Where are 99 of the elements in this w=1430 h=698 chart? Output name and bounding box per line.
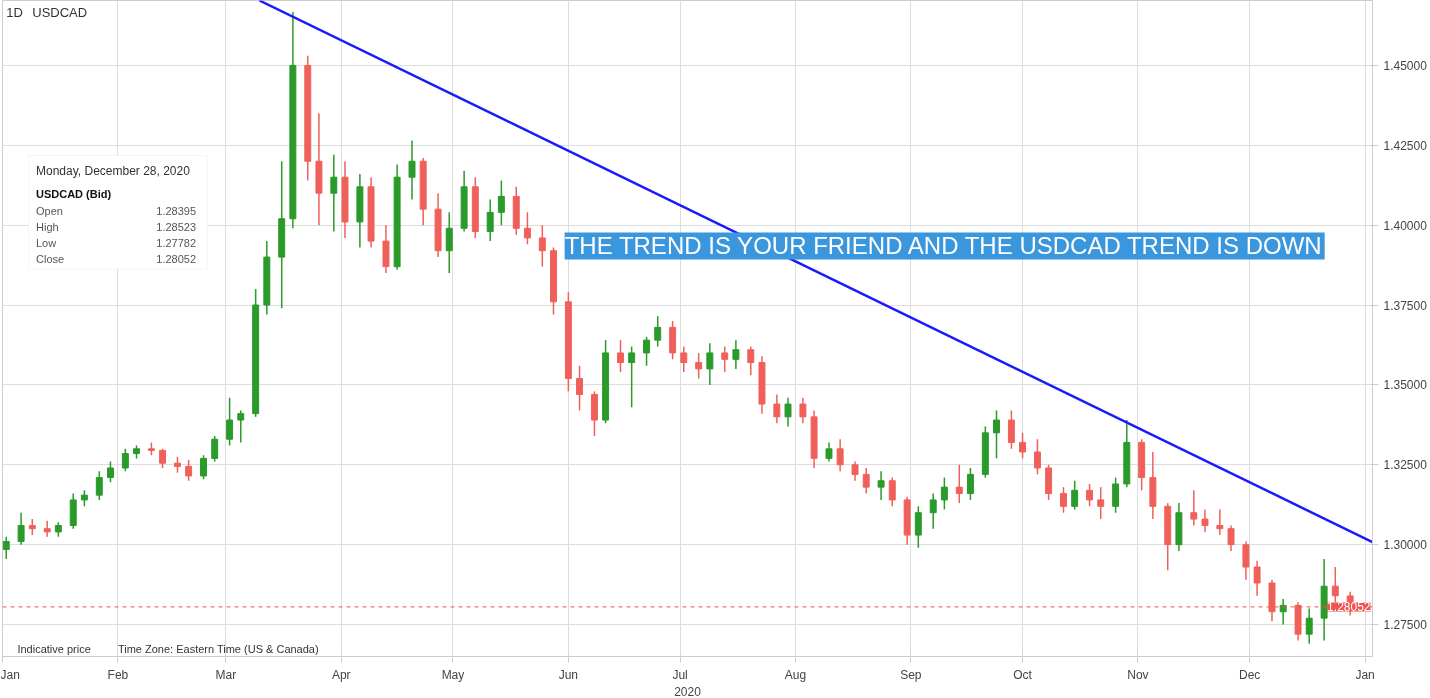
candlestick	[1216, 508, 1224, 536]
candlestick	[628, 345, 636, 409]
y-tick-label: 1.45000	[1383, 58, 1428, 73]
annotation: Monday, December 28, 2020	[36, 164, 191, 179]
candlestick	[1227, 524, 1235, 552]
annotation: THE TREND IS YOUR FRIEND AND THE USDCAD TREND IS DOWN	[564, 232, 1322, 260]
candlestick	[1071, 480, 1079, 511]
candlestick	[695, 352, 703, 380]
annotation: Low	[36, 237, 57, 250]
candlestick	[862, 467, 870, 495]
candlestick	[1060, 486, 1067, 514]
y-tick-label: 1.35000	[1383, 378, 1428, 393]
candlestick	[617, 339, 624, 373]
candlestick	[773, 393, 781, 424]
candlestick	[576, 364, 584, 412]
candlestick	[2, 535, 10, 560]
x-tick-label: Jun	[558, 667, 579, 682]
x-tick-label: Apr	[331, 667, 351, 682]
x-tick-label: Dec	[1238, 667, 1261, 682]
y-tick-label: 1.27500	[1383, 618, 1428, 633]
candlestick	[721, 345, 729, 373]
x-tick-label: Mar	[215, 667, 237, 682]
y-tick-label: 1.40000	[1383, 218, 1428, 233]
candlestick	[940, 476, 948, 511]
x-tick-label: Aug	[784, 667, 807, 682]
annotation: 1.28523	[156, 221, 197, 234]
candlestick	[993, 409, 1000, 460]
x-tick-label: Jan	[0, 667, 20, 682]
candlestick	[784, 396, 792, 428]
y-tick-label: 1.42500	[1383, 138, 1428, 153]
y-tick-label: 1.37500	[1383, 298, 1428, 313]
annotation: Time Zone: Eastern Time (US & Canada)	[117, 643, 319, 656]
x-tick-label: Jan	[1355, 667, 1375, 682]
candlestick	[1242, 540, 1250, 581]
candlestick	[1019, 432, 1027, 460]
candlestick	[888, 476, 896, 508]
candlestick	[523, 211, 531, 246]
candlestick	[408, 139, 416, 201]
candlestick	[654, 315, 662, 348]
y-tick-label: 1.32500	[1383, 458, 1428, 473]
x-tick-label: Jul	[672, 667, 688, 682]
candlestick	[836, 438, 844, 472]
candlestick	[680, 345, 688, 373]
annotation: High	[36, 221, 59, 234]
x-tick-label: May	[441, 667, 465, 682]
candlestick	[486, 198, 494, 242]
candlestick	[929, 492, 937, 530]
annotation: Open	[36, 205, 63, 218]
candlestick	[966, 467, 974, 501]
candlestick	[538, 224, 546, 268]
x-axis-title: 2020	[674, 684, 702, 698]
candlestick	[330, 154, 338, 233]
candlestick	[799, 396, 807, 424]
candlestick	[226, 396, 234, 447]
candlestick	[955, 464, 963, 504]
y-tick-label: 1.30000	[1383, 538, 1428, 553]
candlestick	[747, 345, 755, 377]
candlestick	[732, 339, 740, 370]
candlestick	[237, 409, 245, 444]
candlestick	[1097, 486, 1105, 520]
ref-line-label: 1.28052	[1327, 600, 1371, 615]
candlestick	[1190, 489, 1198, 527]
candlestick	[825, 441, 833, 463]
x-tick-label: Nov	[1127, 667, 1149, 682]
chart-subtitle: 1D	[6, 4, 23, 20]
annotation: Indicative price	[17, 643, 91, 656]
candlestick	[185, 459, 193, 482]
candlestick	[211, 435, 219, 463]
chart-title: USDCAD	[32, 4, 88, 20]
candlestick	[1253, 559, 1261, 597]
candlestick	[1086, 483, 1094, 508]
candlestick	[106, 460, 114, 484]
candlestick	[877, 470, 885, 501]
candlestick	[1201, 508, 1209, 533]
annotation: 1.27782	[156, 237, 197, 250]
candlestick	[497, 179, 505, 226]
candlestick	[17, 511, 25, 546]
x-tick-label: Sep	[900, 667, 922, 682]
candlestick	[643, 336, 651, 367]
annotation: 1.28395	[156, 205, 197, 218]
candlestick	[1305, 607, 1313, 645]
x-tick-label: Oct	[1013, 667, 1033, 682]
candlestick	[200, 454, 208, 480]
candlestick	[43, 519, 51, 538]
annotation: 1.28052	[156, 252, 197, 265]
candlestick	[1112, 476, 1120, 514]
candlestick	[1033, 438, 1041, 476]
candlestick	[851, 460, 859, 482]
candlestick	[95, 470, 103, 501]
annotation: Close	[36, 252, 65, 265]
annotation: USDCAD (Bid)	[36, 187, 112, 200]
candlestick	[159, 448, 167, 469]
candlestick	[706, 342, 714, 386]
candlestick	[1007, 409, 1015, 450]
candlestick	[914, 505, 922, 549]
candlestick	[121, 448, 129, 472]
x-tick-label: Feb	[107, 667, 129, 682]
candlestick	[445, 211, 453, 274]
candlestick	[1331, 566, 1339, 603]
